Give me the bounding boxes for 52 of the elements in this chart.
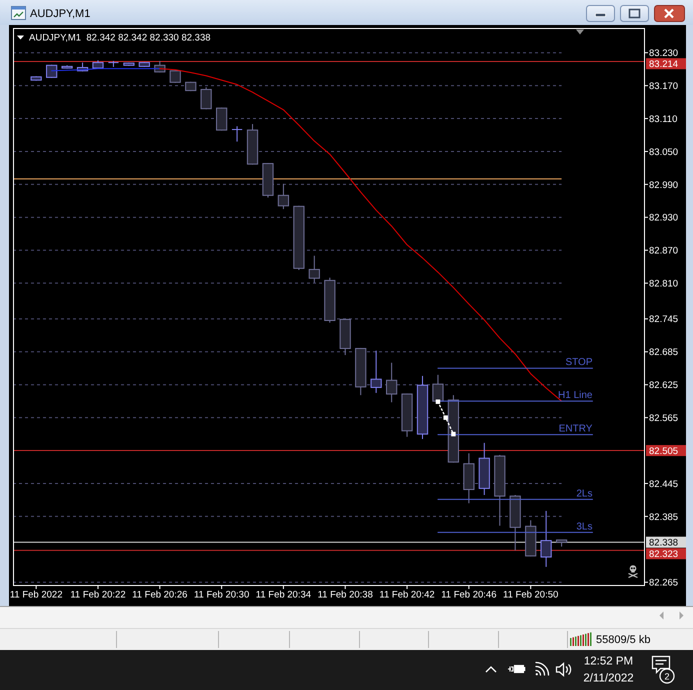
y-tick-label: 82.745 [649, 314, 678, 326]
text: 2/11/2022 [583, 672, 634, 684]
y-tick-label: 82.565 [649, 413, 678, 424]
point [451, 432, 456, 436]
y-tick-label: 82.870 [649, 246, 678, 257]
series-label: 2Ls [576, 488, 592, 500]
point [436, 399, 440, 404]
candlestick [370, 350, 382, 394]
ref-line-label: 82.505 [649, 446, 678, 457]
x-tick-label: 11 Feb 20:30 [194, 590, 250, 600]
series-label: 3Ls [576, 521, 592, 532]
x-tick-label: 11 Feb 20:50 [503, 590, 558, 600]
x-tick-label: 11 Feb 20:26 [132, 590, 188, 600]
y-tick-label: 82.625 [649, 380, 678, 392]
x-tick-label: 11 Feb 20:46 [441, 590, 497, 600]
candlestick [432, 374, 444, 402]
y-tick-label: 82.385 [649, 512, 678, 523]
y-tick-label: 82.265 [649, 578, 678, 589]
text: 55809/5 kb [596, 634, 650, 646]
candlestick [308, 255, 320, 284]
y-tick-label: 82.445 [649, 478, 678, 490]
candlestick [540, 510, 552, 568]
ref-line-label: 82.338 [649, 538, 678, 549]
ref-line-label: 83.214 [649, 59, 678, 70]
point [443, 415, 448, 420]
candlestick [216, 107, 228, 132]
x-tick-label: 11 Feb 20:42 [379, 590, 435, 600]
candlestick [200, 86, 212, 110]
series-label: H1 Line [558, 390, 593, 402]
y-tick-label: 83.050 [649, 146, 678, 158]
text: 2 [664, 672, 670, 682]
y-tick-label: 83.170 [649, 81, 678, 92]
candlestick [170, 70, 181, 84]
y-tick-label: 82.930 [649, 212, 678, 224]
candlestick [386, 362, 398, 403]
series-label: ENTRY [558, 424, 593, 435]
chart-subtitle: AUDJPY,M1 82.342 82.342 82.330 82.338 [29, 32, 211, 44]
chart-title: AUDJPY,M1 [30, 8, 90, 20]
series-label: STOP [565, 357, 593, 368]
y-tick-label: 82.990 [649, 180, 678, 191]
x-tick-label: 11 Feb 20:38 [318, 590, 373, 600]
candlestick [232, 126, 242, 142]
x-tick-label: 11 Feb 20:22 [70, 590, 126, 600]
y-tick-label: 82.685 [649, 347, 678, 358]
text: 12:52 PM [584, 656, 634, 668]
y-tick-label: 83.110 [649, 114, 678, 125]
x-tick-label: 11 Feb 2022 [10, 590, 63, 600]
ref-line-label: 82.323 [649, 549, 678, 560]
candlestick [278, 183, 290, 210]
y-tick-label: 82.810 [649, 278, 678, 290]
y-tick-label: 83.230 [649, 48, 678, 60]
x-tick-label: 11 Feb 20:34 [256, 590, 312, 600]
